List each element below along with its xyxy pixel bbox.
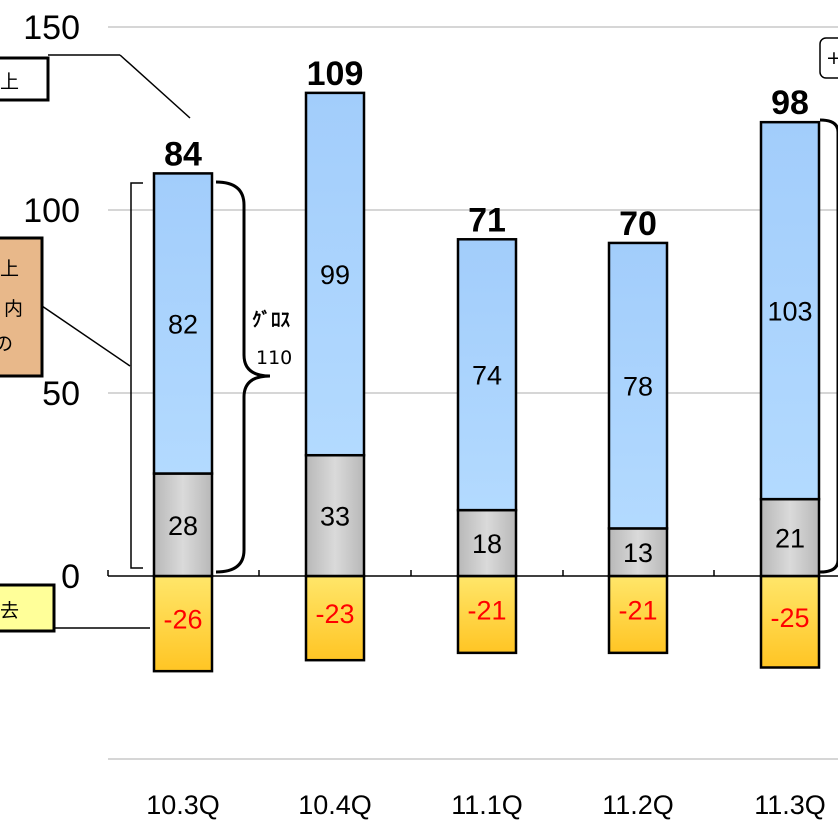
bar-negative-10.4Q xyxy=(304,574,366,662)
label-negative-10.3Q: -26 xyxy=(163,605,202,635)
bar-blue-10.3Q xyxy=(152,172,214,475)
bar-gray-10.4Q xyxy=(304,453,366,578)
label-gray-10.4Q: 33 xyxy=(320,502,350,532)
x-axis-categories: 10.3Q 10.4Q 11.1Q 11.2Q 11.3Q xyxy=(146,790,826,820)
label-blue-10.4Q: 99 xyxy=(320,260,350,290)
bar-blue-11.2Q xyxy=(607,241,669,530)
callout-box-right xyxy=(819,37,838,79)
callout-box-bottom-text: 去 xyxy=(0,600,19,622)
callout-box-bottom xyxy=(0,583,56,633)
label-blue-11.3Q: 103 xyxy=(767,297,812,327)
label-gray-11.3Q: 21 xyxy=(775,524,805,554)
label-blue-10.3Q: 82 xyxy=(168,309,198,339)
label-blue-11.2Q: 78 xyxy=(623,372,653,402)
label-total-11.1Q: 71 xyxy=(468,201,506,239)
label-negative-11.1Q: -21 xyxy=(467,595,506,625)
label-blue-11.1Q: 74 xyxy=(472,361,502,391)
x-axis-tick-marks xyxy=(107,570,715,576)
bar-negative-11.2Q xyxy=(607,574,669,655)
x-category-11.2Q: 11.2Q xyxy=(602,790,674,820)
x-category-11.3Q: 11.3Q xyxy=(754,790,826,820)
y-tick-label-0: 0 xyxy=(61,558,80,596)
label-total-11.3Q: 98 xyxy=(771,84,809,122)
callout-box-mid-line3: の xyxy=(0,333,13,355)
callout-box-mid-line1: 上 xyxy=(0,258,19,280)
label-gray-11.2Q: 13 xyxy=(623,538,653,568)
bar-blue-11.1Q xyxy=(456,238,518,512)
bars xyxy=(152,91,821,673)
callout-box-top xyxy=(0,56,50,102)
label-gray-11.1Q: 18 xyxy=(472,529,502,559)
gross-curly-brace xyxy=(215,180,271,574)
y-axis-ticks: 0 50 100 150 xyxy=(23,9,80,596)
label-negative-11.3Q: -25 xyxy=(770,603,809,633)
x-category-11.1Q: 11.1Q xyxy=(451,790,523,820)
x-category-10.4Q: 10.4Q xyxy=(298,790,372,820)
y-tick-label-100: 100 xyxy=(23,192,80,230)
right-curly-brace xyxy=(819,118,838,574)
callout-box-right-text: + xyxy=(826,47,838,69)
label-total-11.2Q: 70 xyxy=(619,205,657,243)
y-tick-label-150: 150 xyxy=(23,9,80,47)
gross-label-line2: 110 xyxy=(256,347,292,369)
label-total-10.3Q: 84 xyxy=(164,135,202,173)
annotations: ｸﾞﾛｽ 110 上 上 内 の 去 + xyxy=(0,37,838,633)
bar-negative-10.3Q xyxy=(152,574,214,673)
callout-line-top-diag xyxy=(119,54,191,119)
bar-gray-10.3Q xyxy=(152,472,214,578)
bar-blue-11.3Q xyxy=(759,120,821,501)
y-tick-label-50: 50 xyxy=(42,375,80,413)
label-gray-10.3Q: 28 xyxy=(168,511,198,541)
callout-box-mid xyxy=(0,236,44,378)
label-negative-10.4Q: -23 xyxy=(315,599,354,629)
callout-line-mid xyxy=(41,305,131,367)
bar-labels: 28 82 -26 84 33 99 -23 109 18 74 -21 71 13 78 -21 70 21 1… xyxy=(163,55,812,635)
bar-blue-10.4Q xyxy=(304,91,366,457)
bar-gray-11.2Q xyxy=(607,527,669,578)
gross-label-line1: ｸﾞﾛｽ xyxy=(252,308,291,331)
callout-box-top-text: 上 xyxy=(0,71,19,93)
label-negative-11.2Q: -21 xyxy=(618,595,657,625)
left-bracket xyxy=(130,182,143,569)
x-category-10.3Q: 10.3Q xyxy=(146,790,220,820)
bar-negative-11.3Q xyxy=(759,574,821,669)
callout-box-mid-line2: 内 xyxy=(4,298,23,320)
label-total-10.4Q: 109 xyxy=(307,55,364,93)
